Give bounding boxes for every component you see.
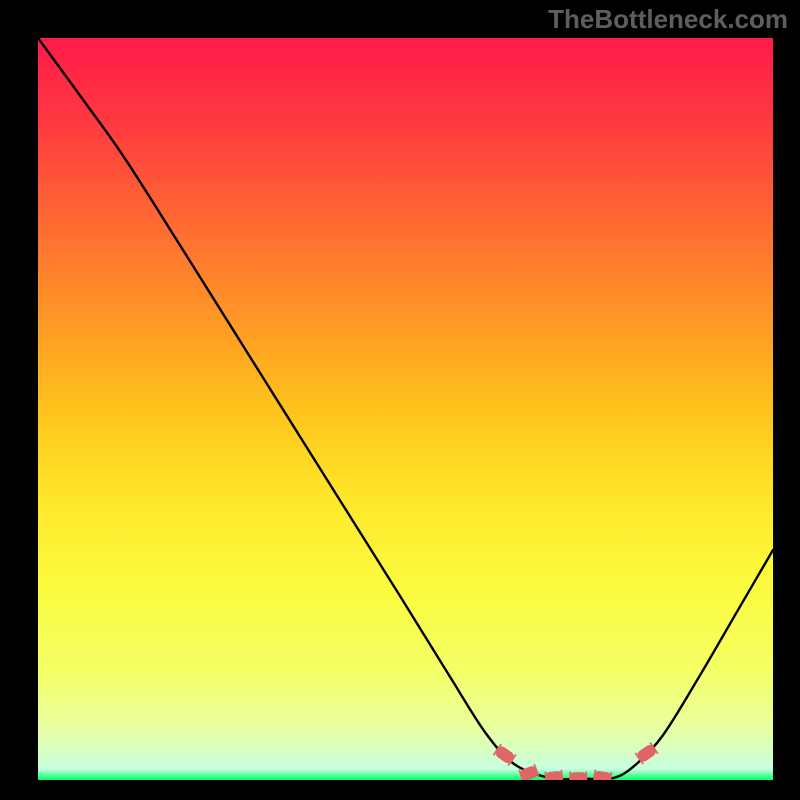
- valley-marker: [569, 772, 587, 780]
- chart-svg: [38, 38, 773, 780]
- gradient-background: [38, 38, 773, 780]
- watermark-text: TheBottleneck.com: [548, 4, 788, 35]
- chart-frame: [38, 38, 773, 780]
